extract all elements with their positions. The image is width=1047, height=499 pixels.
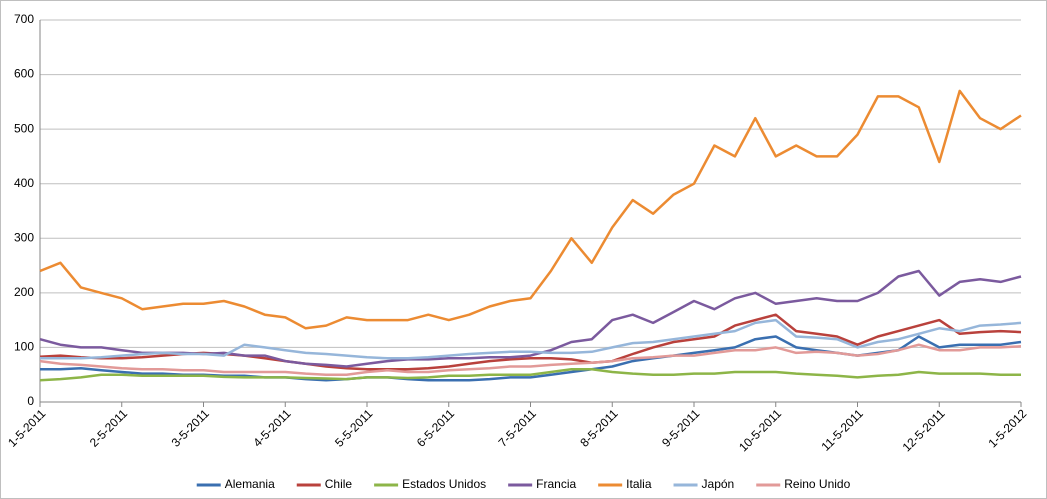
- series-line: [39, 89, 1022, 330]
- y-tick-label: 100: [14, 340, 34, 354]
- legend-label: Chile: [325, 477, 353, 491]
- series-line: [40, 318, 1022, 360]
- legend-label: Francia: [536, 477, 576, 491]
- legend: Alemania Chile Estados Unidos Francia Italia…: [196, 477, 851, 491]
- y-tick-label: 200: [14, 285, 34, 299]
- legend-label: Italia: [626, 477, 652, 491]
- y-tick-label: 600: [14, 67, 34, 81]
- series-line: [39, 368, 1021, 382]
- legend-label: Estados Unidos: [402, 477, 486, 491]
- y-tick-label: 500: [14, 121, 34, 135]
- y-tick-label: 0: [27, 394, 34, 408]
- legend-label: Reino Unido: [784, 477, 850, 491]
- legend-label: Alemania: [225, 477, 275, 491]
- series-line: [39, 343, 1022, 376]
- y-tick-label: 300: [14, 230, 34, 244]
- legend-label: Japón: [702, 477, 735, 491]
- y-tick-label: 700: [14, 12, 34, 26]
- y-tick-label: 400: [14, 176, 34, 190]
